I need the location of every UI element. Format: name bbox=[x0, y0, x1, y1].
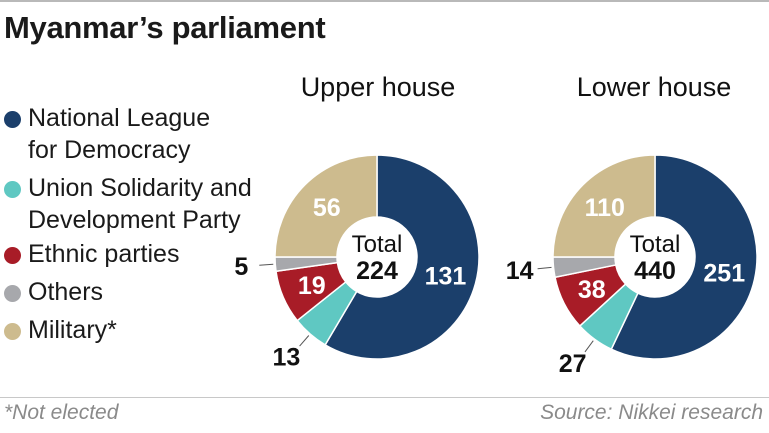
legend-dot-icon bbox=[4, 323, 21, 340]
value-label-upper-military: 56 bbox=[313, 194, 341, 222]
leader-line-upper-usdp bbox=[299, 335, 310, 347]
leader-line-lower-usdp bbox=[584, 340, 594, 353]
chart-title-lower: Lower house bbox=[576, 72, 732, 102]
value-label-upper-ethnic: 19 bbox=[298, 272, 326, 300]
top-rule bbox=[0, 0, 769, 2]
value-label-lower-others: 14 bbox=[506, 257, 534, 285]
legend-dot-icon bbox=[4, 285, 21, 302]
slice-lower-nld bbox=[610, 154, 758, 360]
leader-line-upper-others bbox=[259, 263, 274, 266]
value-label-lower-nld: 251 bbox=[703, 260, 745, 288]
chart-title-upper: Upper house bbox=[300, 72, 456, 102]
footnote: *Not elected bbox=[4, 401, 119, 424]
legend-item-military: Military* bbox=[0, 314, 117, 346]
value-label-upper-others: 5 bbox=[234, 253, 248, 281]
center-label-upper: Total bbox=[352, 231, 403, 258]
legend-item-ethnic: Ethnic parties bbox=[0, 238, 179, 270]
page-title: Myanmar’s parliament bbox=[4, 10, 326, 45]
legend-label: National League for Democracy bbox=[28, 104, 211, 164]
slice-upper-military bbox=[274, 154, 378, 258]
legend-dot-icon bbox=[4, 111, 21, 128]
center-total-lower: 440 bbox=[634, 257, 676, 285]
value-label-upper-nld: 131 bbox=[425, 263, 467, 291]
source-note: Source: Nikkei research bbox=[540, 401, 763, 424]
value-label-lower-military: 110 bbox=[585, 194, 625, 222]
legend-label: Military* bbox=[28, 316, 117, 344]
value-label-lower-usdp: 27 bbox=[559, 350, 587, 378]
legend-dot-icon bbox=[4, 247, 21, 264]
center-label-lower: Total bbox=[630, 231, 681, 258]
bottom-rule bbox=[0, 397, 769, 398]
legend-label: Union Solidarity and Development Party bbox=[28, 174, 252, 234]
leader-line-lower-others bbox=[537, 266, 552, 270]
legend-item-nld: National League for Democracy bbox=[0, 102, 210, 166]
slice-upper-nld bbox=[324, 154, 480, 360]
center-total-upper: 224 bbox=[356, 257, 398, 285]
legend-item-others: Others bbox=[0, 276, 103, 308]
legend-label: Others bbox=[28, 278, 104, 306]
legend-label: Ethnic parties bbox=[28, 240, 180, 268]
value-label-lower-ethnic: 38 bbox=[578, 276, 606, 304]
slice-lower-military bbox=[552, 154, 656, 258]
value-label-upper-usdp: 13 bbox=[273, 344, 301, 372]
legend-dot-icon bbox=[4, 181, 21, 198]
legend-item-usdp: Union Solidarity and Development Party bbox=[0, 172, 252, 236]
